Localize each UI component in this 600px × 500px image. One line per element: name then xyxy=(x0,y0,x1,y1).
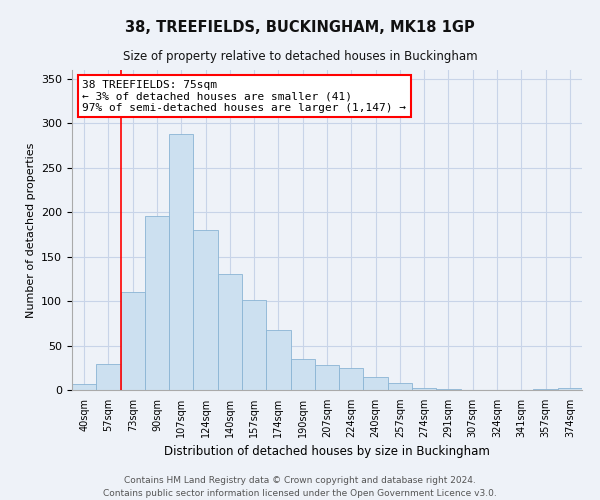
Text: Size of property relative to detached houses in Buckingham: Size of property relative to detached ho… xyxy=(122,50,478,63)
Bar xyxy=(193,230,218,390)
X-axis label: Distribution of detached houses by size in Buckingham: Distribution of detached houses by size … xyxy=(164,446,490,458)
Bar xyxy=(96,364,121,390)
Bar xyxy=(242,300,266,390)
Bar xyxy=(364,376,388,390)
Bar xyxy=(218,274,242,390)
Bar xyxy=(388,383,412,390)
Bar xyxy=(339,368,364,390)
Text: 38, TREEFIELDS, BUCKINGHAM, MK18 1GP: 38, TREEFIELDS, BUCKINGHAM, MK18 1GP xyxy=(125,20,475,35)
Bar xyxy=(72,384,96,390)
Y-axis label: Number of detached properties: Number of detached properties xyxy=(26,142,35,318)
Bar xyxy=(436,389,461,390)
Bar xyxy=(145,216,169,390)
Bar xyxy=(169,134,193,390)
Bar xyxy=(121,292,145,390)
Bar xyxy=(315,365,339,390)
Bar xyxy=(558,388,582,390)
Bar xyxy=(266,330,290,390)
Bar xyxy=(533,389,558,390)
Text: 38 TREEFIELDS: 75sqm
← 3% of detached houses are smaller (41)
97% of semi-detach: 38 TREEFIELDS: 75sqm ← 3% of detached ho… xyxy=(82,80,406,113)
Text: Contains HM Land Registry data © Crown copyright and database right 2024.
Contai: Contains HM Land Registry data © Crown c… xyxy=(103,476,497,498)
Bar xyxy=(412,388,436,390)
Bar xyxy=(290,359,315,390)
